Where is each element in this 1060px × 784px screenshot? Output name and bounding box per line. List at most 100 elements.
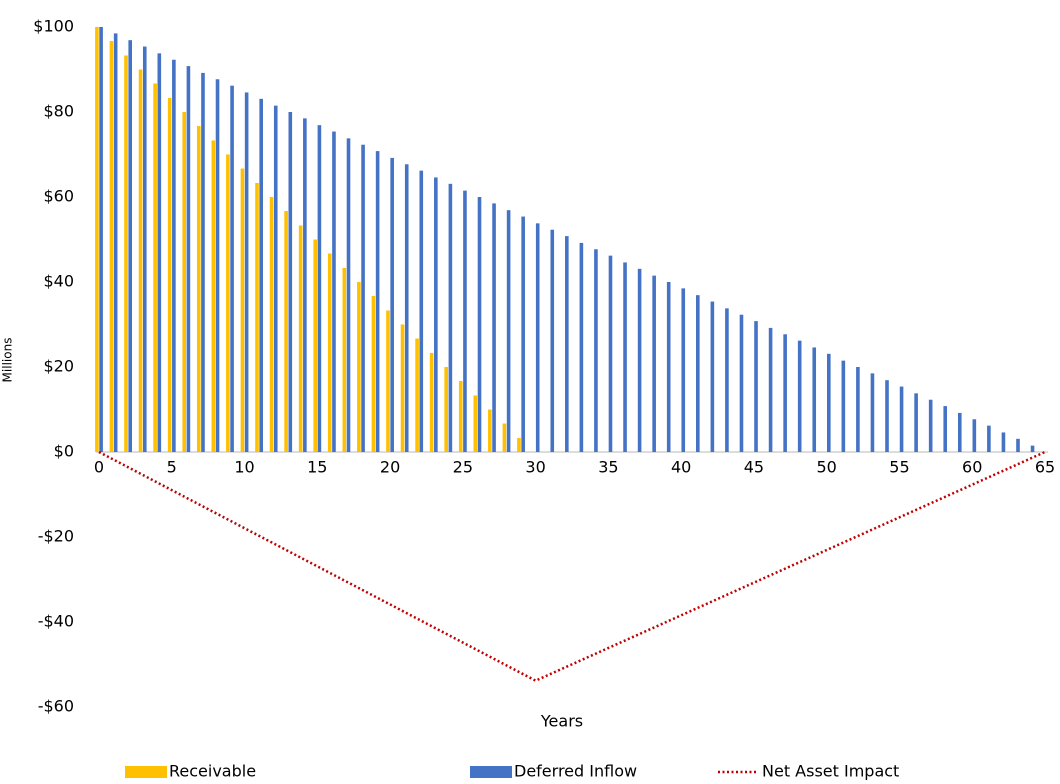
bar: [99, 27, 103, 452]
bar: [138, 69, 143, 452]
bar: [565, 236, 569, 452]
bar: [550, 229, 555, 452]
y-tick-label: $60: [43, 187, 74, 206]
x-tick-label: 15: [307, 458, 327, 477]
x-tick-label: 65: [1035, 458, 1055, 477]
bar: [594, 249, 598, 452]
bar: [987, 425, 991, 452]
bar: [637, 268, 642, 452]
bar: [506, 210, 511, 452]
bar: [303, 118, 307, 452]
bar: [288, 112, 293, 452]
bar: [972, 419, 977, 452]
x-tick-label: 35: [598, 458, 618, 477]
bar: [488, 409, 492, 452]
bar: [201, 72, 205, 453]
bar: [375, 151, 380, 452]
bar: [943, 406, 948, 452]
bar: [783, 334, 787, 452]
bar: [273, 105, 278, 452]
bar: [186, 66, 191, 452]
bar: [652, 275, 656, 452]
bar: [928, 399, 933, 452]
y-tick-label: $40: [43, 272, 74, 291]
x-axis-label: Years: [540, 712, 583, 731]
bar: [841, 360, 846, 452]
bar: [317, 125, 322, 453]
legend-label: Deferred Inflow: [514, 762, 637, 781]
bar: [517, 437, 521, 452]
bar: [240, 168, 245, 452]
bar: [269, 197, 274, 452]
bar: [109, 41, 114, 453]
bar: [914, 393, 918, 452]
bar: [666, 282, 671, 452]
x-tick-label: 10: [234, 458, 254, 477]
bar: [157, 53, 162, 452]
x-tick-label: 45: [744, 458, 764, 477]
bar: [390, 157, 394, 452]
bar: [623, 262, 627, 452]
legend-label: Receivable: [169, 762, 256, 781]
bar: [696, 295, 700, 452]
bar: [458, 381, 463, 452]
bar: [211, 140, 216, 452]
y-tick-label: $80: [43, 102, 74, 121]
bar: [885, 380, 889, 452]
x-tick-label: 25: [453, 458, 473, 477]
bar: [608, 255, 613, 452]
bar: [124, 55, 128, 452]
bar: [826, 353, 831, 452]
bar: [313, 239, 318, 452]
bar: [357, 282, 361, 452]
bar: [346, 138, 351, 452]
bar: [957, 412, 962, 452]
bar: [255, 182, 259, 452]
bar: [1016, 438, 1020, 452]
bar: [361, 144, 365, 452]
bar: [434, 177, 438, 452]
bar: [327, 253, 332, 452]
bar: [371, 296, 376, 452]
bar: [429, 352, 434, 452]
bar: [473, 395, 478, 452]
bar: [342, 267, 347, 452]
legend-swatch: [125, 766, 167, 778]
bar: [244, 92, 249, 452]
bar: [725, 308, 729, 452]
x-tick-label: 55: [889, 458, 909, 477]
bar: [298, 225, 303, 452]
legend-label: Net Asset Impact: [762, 762, 899, 781]
y-tick-label: -$20: [38, 527, 74, 546]
bar: [710, 301, 715, 452]
bar: [739, 314, 744, 452]
bar: [226, 154, 230, 452]
bar: [1030, 445, 1035, 452]
bar: [812, 347, 817, 452]
x-tick-label: 40: [671, 458, 691, 477]
bar: [444, 367, 448, 452]
bar: [899, 386, 904, 452]
bar: [419, 170, 424, 452]
bar: [477, 197, 482, 452]
x-tick-label: 20: [380, 458, 400, 477]
x-tick-label: 60: [962, 458, 982, 477]
bar: [1001, 432, 1006, 452]
y-tick-label: $20: [43, 357, 74, 376]
bar: [172, 59, 176, 452]
y-tick-label: -$60: [38, 697, 74, 716]
bar: [332, 131, 336, 453]
bar: [230, 85, 234, 453]
y-tick-label: $0: [54, 442, 74, 461]
bar: [502, 423, 507, 452]
y-tick-label: -$40: [38, 612, 74, 631]
bar: [142, 46, 147, 453]
bar: [128, 40, 133, 453]
bar: [448, 183, 453, 452]
bar: [463, 190, 467, 452]
bar: [754, 321, 758, 452]
bar: [535, 223, 540, 452]
bar: [797, 340, 802, 452]
bar: [521, 216, 525, 452]
